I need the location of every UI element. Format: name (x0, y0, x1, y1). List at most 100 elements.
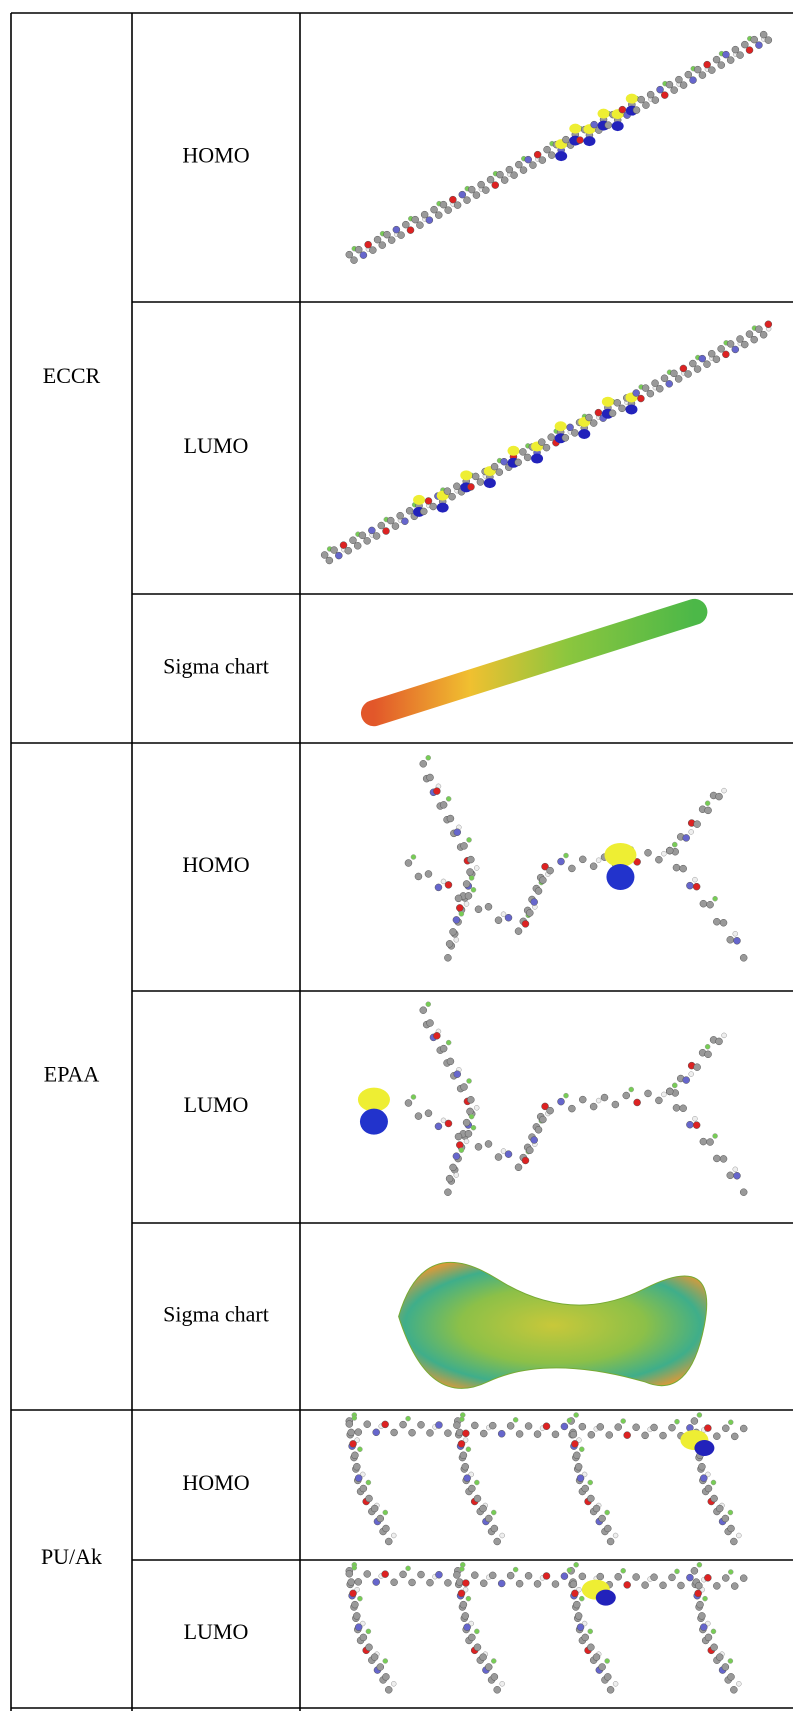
atom (464, 1475, 471, 1482)
atom (435, 212, 442, 219)
atom (668, 1574, 675, 1581)
atom (720, 919, 727, 926)
atom (355, 1475, 362, 1482)
atom (468, 1485, 475, 1492)
atom (364, 1570, 371, 1577)
atom (728, 1420, 733, 1425)
atom (474, 1480, 479, 1485)
atom (634, 1099, 641, 1106)
atom (699, 355, 706, 362)
atom (705, 1044, 710, 1049)
orbital (437, 503, 449, 513)
atom (621, 1568, 626, 1573)
atom (698, 1463, 705, 1470)
atom (561, 1573, 568, 1580)
atom (656, 385, 663, 392)
atom (357, 1447, 362, 1452)
atom (444, 1579, 451, 1586)
atom (456, 1142, 463, 1149)
atom (741, 41, 748, 48)
atom (531, 899, 538, 906)
atom (642, 102, 649, 109)
atom (728, 1659, 733, 1664)
atom (427, 774, 434, 781)
atom (426, 217, 433, 224)
atom (458, 1590, 465, 1597)
atom (535, 888, 542, 895)
atom (355, 1429, 362, 1436)
atom (666, 81, 673, 88)
atom (485, 1515, 492, 1522)
orbital (360, 1109, 388, 1135)
atom (562, 434, 569, 441)
orbital (484, 478, 496, 488)
atom (534, 1580, 541, 1587)
atom (355, 1578, 362, 1585)
atom (444, 488, 451, 495)
atom (463, 1119, 470, 1126)
atom (411, 855, 416, 860)
atom (446, 1040, 451, 1045)
atom (331, 547, 338, 554)
atom (588, 1629, 593, 1634)
atom (713, 1155, 720, 1162)
atom (692, 1116, 697, 1121)
atom (741, 341, 748, 348)
atom (366, 1480, 371, 1485)
atom (605, 1659, 610, 1664)
row-label: LUMO (184, 1619, 249, 1644)
atom (596, 1098, 601, 1103)
atom (435, 1123, 442, 1130)
atom (604, 1525, 611, 1532)
atom (713, 1134, 718, 1139)
atom (458, 1440, 465, 1447)
atom (746, 331, 753, 338)
atom (411, 1095, 416, 1100)
atom (697, 1562, 702, 1567)
atom (477, 478, 484, 485)
atom (430, 503, 437, 510)
atom (673, 864, 680, 871)
atom (431, 206, 438, 213)
atom (731, 1433, 738, 1440)
atom (435, 1422, 442, 1429)
atom (453, 1571, 460, 1578)
atom (373, 1579, 380, 1586)
atom (661, 92, 668, 99)
atom (619, 405, 626, 412)
atom (708, 67, 715, 74)
atom (455, 895, 462, 902)
atom (673, 1104, 680, 1111)
atom (700, 1624, 707, 1631)
atom (454, 202, 461, 209)
atom (440, 801, 447, 808)
orbital (555, 151, 567, 161)
atom (691, 1567, 698, 1574)
atom (670, 370, 677, 377)
atom (418, 1421, 425, 1428)
atom (474, 1495, 481, 1502)
atom (704, 1425, 711, 1432)
atom (571, 429, 578, 436)
atom (507, 1572, 514, 1579)
atom (468, 1634, 475, 1641)
atom (515, 459, 522, 466)
atom (588, 1480, 593, 1485)
atom (593, 1654, 600, 1661)
atom (666, 847, 673, 854)
atom (716, 1038, 723, 1045)
atom (515, 928, 522, 935)
atom (456, 904, 463, 911)
atom (722, 788, 727, 793)
atom (360, 1634, 367, 1641)
atom (409, 1429, 416, 1436)
atom (382, 1421, 389, 1428)
atom (765, 37, 772, 44)
atom (707, 1139, 714, 1146)
atom (718, 62, 725, 69)
atom (561, 1423, 568, 1430)
row-label: HOMO (182, 852, 249, 877)
atom (460, 1601, 467, 1608)
atom (722, 1515, 729, 1522)
atom (471, 1125, 476, 1130)
